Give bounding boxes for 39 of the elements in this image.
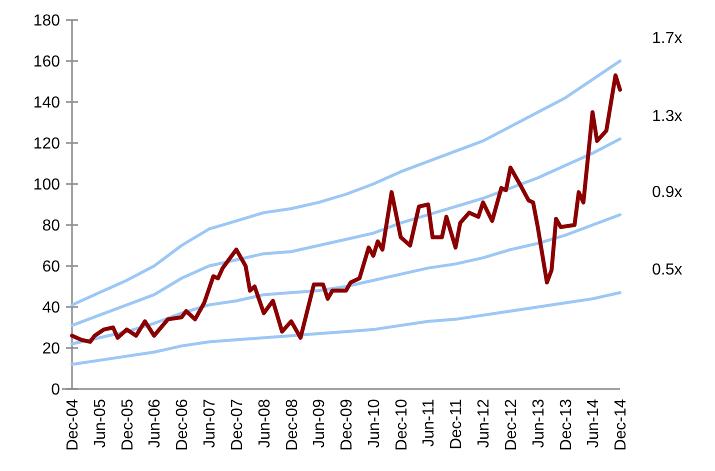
y-tick-label: 120 — [33, 136, 60, 153]
x-tick-label: Dec-08 — [284, 398, 301, 451]
x-tick-label: Jun-12 — [476, 398, 493, 448]
text: 0.5x — [652, 262, 682, 279]
x-tick-label: Jun-08 — [256, 398, 274, 448]
y-tick-label: 40 — [42, 300, 60, 317]
x-tick-label: Dec-04 — [64, 398, 82, 451]
text: 0.9x — [652, 184, 682, 201]
x-tick-label: Dec-06 — [174, 398, 192, 451]
x-tick-label: Jun-14 — [585, 398, 602, 448]
x-tick-label: Dec-11 — [448, 398, 466, 450]
y-tick-label: 160 — [33, 54, 60, 71]
y-tick-label: 60 — [42, 258, 60, 276]
x-tick-label: Dec-13 — [558, 398, 575, 451]
x-tick-label: Jun-05 — [92, 398, 109, 448]
line-series — [70, 73, 622, 344]
y-tick-label: 140 — [33, 94, 60, 112]
x-tick-label: Jun-11 — [420, 398, 438, 447]
y-tick-label: 100 — [33, 176, 60, 194]
x-tick-label: Jun-07 — [201, 398, 218, 448]
x-tick-label: Jun-13 — [530, 398, 548, 448]
x-tick-label: Dec-12 — [503, 398, 520, 451]
x-tick-label: Dec-10 — [393, 398, 410, 451]
line-series — [70, 291, 622, 366]
line-series — [70, 137, 622, 327]
x-tick-label: Dec-05 — [119, 398, 136, 451]
x-tick-label: Jun-10 — [366, 398, 383, 448]
line-series — [70, 60, 622, 306]
x-tick-label: Jun-06 — [146, 398, 164, 448]
text: 1.3x — [652, 108, 682, 125]
y-tick-label: 80 — [42, 218, 60, 235]
y-tick-label: 20 — [42, 340, 60, 358]
x-tick-label: Dec-07 — [228, 398, 246, 451]
text: 1.7x — [652, 30, 682, 47]
x-tick-label: Jun-09 — [311, 398, 328, 448]
x-tick-label: Dec-09 — [338, 398, 356, 451]
y-tick-label: 180 — [33, 12, 60, 30]
x-tick-label: Dec-14 — [612, 398, 630, 451]
y-tick-label: 0 — [51, 382, 60, 399]
